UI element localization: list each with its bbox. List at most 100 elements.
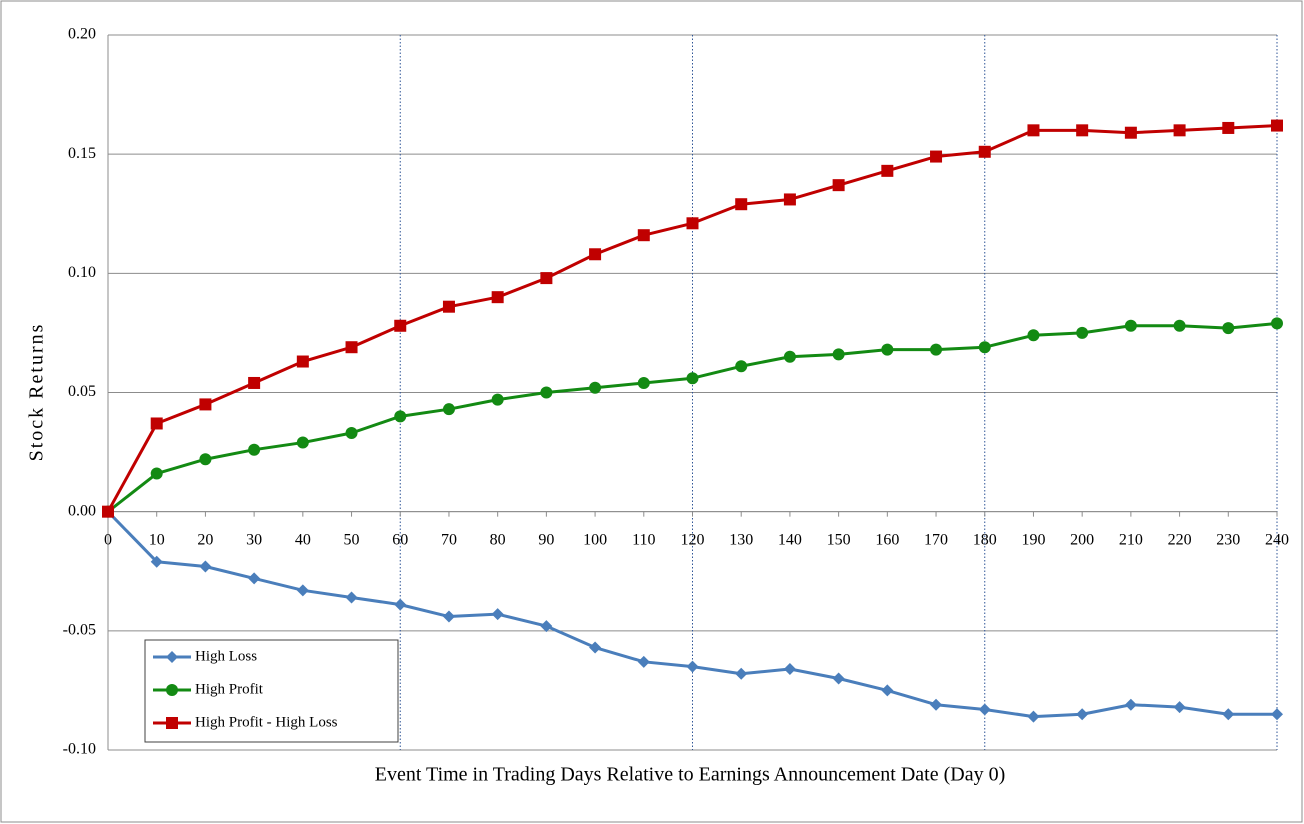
marker (296, 584, 309, 597)
x-tick-label: 230 (1216, 531, 1240, 548)
x-tick-label: 210 (1119, 531, 1143, 548)
marker (1173, 319, 1186, 332)
x-tick-label: 140 (778, 531, 802, 548)
marker (1124, 319, 1137, 332)
marker (978, 145, 991, 158)
marker (540, 272, 553, 285)
marker (589, 248, 602, 261)
marker (248, 572, 261, 585)
y-tick-label: 0.20 (68, 26, 96, 43)
x-tick-label: 240 (1265, 531, 1289, 548)
marker (1173, 701, 1186, 714)
marker (491, 291, 504, 304)
marker (978, 341, 991, 354)
marker (735, 360, 748, 373)
marker (166, 651, 178, 663)
marker (1076, 124, 1089, 137)
marker (735, 198, 748, 211)
marker (199, 453, 212, 466)
marker (589, 381, 602, 394)
x-tick-label: 180 (973, 531, 997, 548)
x-tick-label: 80 (490, 531, 506, 548)
marker (1271, 317, 1283, 330)
x-tick-label: 160 (875, 531, 899, 548)
marker (1076, 708, 1089, 721)
x-tick-label: 100 (583, 531, 607, 548)
marker (930, 150, 943, 163)
marker (1027, 710, 1040, 723)
legend: High Loss High Profit High Profit - High L… (144, 639, 399, 743)
marker (540, 620, 553, 633)
marker (1222, 322, 1235, 335)
marker (1271, 119, 1283, 132)
marker (394, 319, 407, 332)
marker (1173, 124, 1186, 137)
x-tick-label: 110 (632, 531, 655, 548)
marker (1027, 329, 1040, 342)
marker (1124, 698, 1137, 711)
x-tick-label: 220 (1168, 531, 1192, 548)
marker (1222, 708, 1235, 721)
marker (637, 376, 650, 389)
marker (686, 660, 699, 673)
x-tick-label: 190 (1021, 531, 1045, 548)
x-tick-label: 90 (538, 531, 554, 548)
marker (637, 655, 650, 668)
marker (783, 350, 796, 363)
legend-label: High Loss (195, 648, 257, 664)
marker (637, 229, 650, 242)
marker (491, 608, 504, 621)
x-axis-label: Event Time in Trading Days Relative to E… (375, 764, 1005, 786)
x-tick-label: 0 (104, 531, 112, 548)
marker (540, 386, 553, 399)
marker (150, 417, 163, 430)
marker (199, 398, 212, 411)
marker (881, 343, 894, 356)
marker (881, 164, 894, 177)
marker (199, 560, 212, 573)
marker (783, 662, 796, 675)
marker (248, 443, 261, 456)
marker (296, 436, 309, 449)
marker (442, 610, 455, 623)
marker (491, 393, 504, 406)
marker (832, 672, 845, 685)
x-tick-label: 70 (441, 531, 457, 548)
marker (832, 348, 845, 361)
marker (832, 179, 845, 192)
marker (978, 703, 991, 716)
marker (442, 300, 455, 313)
legend-label: High Profit - High Loss (195, 714, 338, 730)
marker (442, 403, 455, 416)
marker (1124, 126, 1137, 139)
marker (1076, 326, 1089, 339)
marker (394, 410, 407, 423)
x-tick-label: 60 (392, 531, 408, 548)
marker (881, 684, 894, 697)
marker (248, 376, 261, 389)
x-tick-label: 170 (924, 531, 948, 548)
marker (930, 343, 943, 356)
x-tick-label: 120 (681, 531, 705, 548)
marker (345, 341, 358, 354)
legend-label: High Profit (195, 681, 264, 697)
marker (589, 641, 602, 654)
marker (1222, 121, 1235, 134)
y-tick-label: -0.05 (63, 622, 96, 639)
x-tick-label: 200 (1070, 531, 1094, 548)
marker (930, 698, 943, 711)
y-axis-label: Stock Returns (26, 323, 48, 462)
marker (150, 555, 163, 568)
y-tick-label: 0.15 (68, 145, 96, 162)
y-tick-label: 0.10 (68, 264, 96, 281)
marker (686, 217, 699, 230)
marker (102, 505, 114, 518)
marker (394, 598, 407, 611)
x-tick-label: 20 (197, 531, 213, 548)
y-tick-label: -0.10 (63, 741, 96, 758)
x-tick-label: 40 (295, 531, 311, 548)
y-tick-label: 0.05 (68, 383, 96, 400)
x-tick-label: 150 (827, 531, 851, 548)
